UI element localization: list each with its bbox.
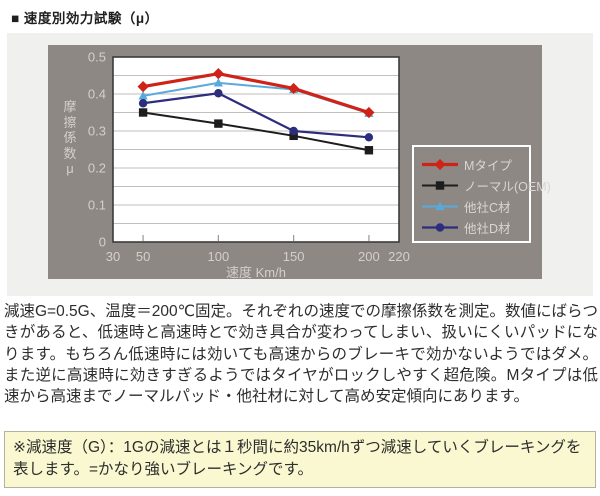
x-tick-label: 150 <box>283 249 305 264</box>
series-line-1 <box>142 111 370 152</box>
legend-marker-square <box>422 181 458 190</box>
deceleration-note-text: ※減速度（G）：1Gの減速とは１秒間に約35km/hずつ減速していくブレーキング… <box>13 439 582 478</box>
friction-chart-panel: 0 0.1 0.2 0.3 0.4 0.5 30 50 100 150 200 220 速度 Km/h … <box>48 45 551 280</box>
data-point-square <box>364 146 374 155</box>
x-tick-label: 200 <box>358 249 380 264</box>
data-point-diamond <box>137 81 149 93</box>
legend-marker-triangle <box>422 201 458 211</box>
page-title: ■ 速度別効力試験（μ） <box>11 11 159 26</box>
plot-border <box>112 56 400 243</box>
legend-item-3: 他社D材 <box>421 217 525 238</box>
y-axis-label: 摩擦係数μ <box>63 99 77 177</box>
legend-item-2: 他社C材 <box>421 196 525 217</box>
y-tick-label: 0.1 <box>88 198 106 213</box>
chart-legend: Mタイプノーマル(OEM) 他社C材他社D材 <box>412 145 551 243</box>
legend-item-1: ノーマル(OEM) <box>421 175 551 196</box>
x-tick-label: 50 <box>136 249 150 264</box>
y-tick-label: 0.3 <box>88 124 106 139</box>
x-axis-label: 速度 Km/h <box>226 265 286 279</box>
series-line-3 <box>142 92 369 139</box>
series-line-0 <box>142 72 370 115</box>
friction-line-chart: 0 0.1 0.2 0.3 0.4 0.5 30 50 100 150 200 220 速度 Km/h <box>88 50 410 280</box>
data-point-circle <box>138 99 148 108</box>
data-point-circle <box>364 133 374 142</box>
legend-marker-circle <box>422 223 458 232</box>
data-point-diamond <box>212 68 224 80</box>
data-point-diamond <box>288 82 300 95</box>
x-tick-label: 100 <box>208 249 230 264</box>
y-tick-label: 0.4 <box>88 87 106 102</box>
chart-section: 0 0.1 0.2 0.3 0.4 0.5 30 50 100 150 200 220 速度 Km/h … <box>7 33 593 296</box>
legend-label: 他社D材 <box>464 222 511 236</box>
data-point-circle <box>435 223 445 232</box>
data-point-circle <box>289 126 298 136</box>
x-tick-label: 30 <box>106 249 120 264</box>
legend-label: ノーマル(OEM) <box>464 180 551 194</box>
legend-label: 他社C材 <box>464 201 511 215</box>
legend-marker-diamond <box>422 158 458 171</box>
y-tick-label: 0 <box>99 235 106 250</box>
description-paragraph: 減速G=0.5G、温度＝200℃固定。それぞれの速度での摩擦係数を測定。数値にば… <box>4 303 598 406</box>
data-point-diamond <box>363 106 375 119</box>
legend-label: Mタイプ <box>464 159 512 173</box>
data-point-square <box>435 181 445 190</box>
legend-item-0: Mタイプ <box>421 154 525 175</box>
data-point-square <box>289 131 298 141</box>
data-point-square <box>138 108 148 117</box>
data-point-triangle <box>138 91 148 100</box>
data-point-triangle <box>435 201 445 211</box>
y-tick-label: 0.2 <box>88 161 106 176</box>
data-point-circle <box>214 89 223 98</box>
deceleration-note-box: ※減速度（G）：1Gの減速とは１秒間に約35km/hずつ減速していくブレーキング… <box>4 431 596 488</box>
data-point-triangle <box>213 78 223 87</box>
data-point-square <box>214 119 223 128</box>
x-tick-label: 220 <box>388 249 410 264</box>
data-point-diamond <box>434 158 446 171</box>
y-tick-label: 0.5 <box>88 50 106 65</box>
